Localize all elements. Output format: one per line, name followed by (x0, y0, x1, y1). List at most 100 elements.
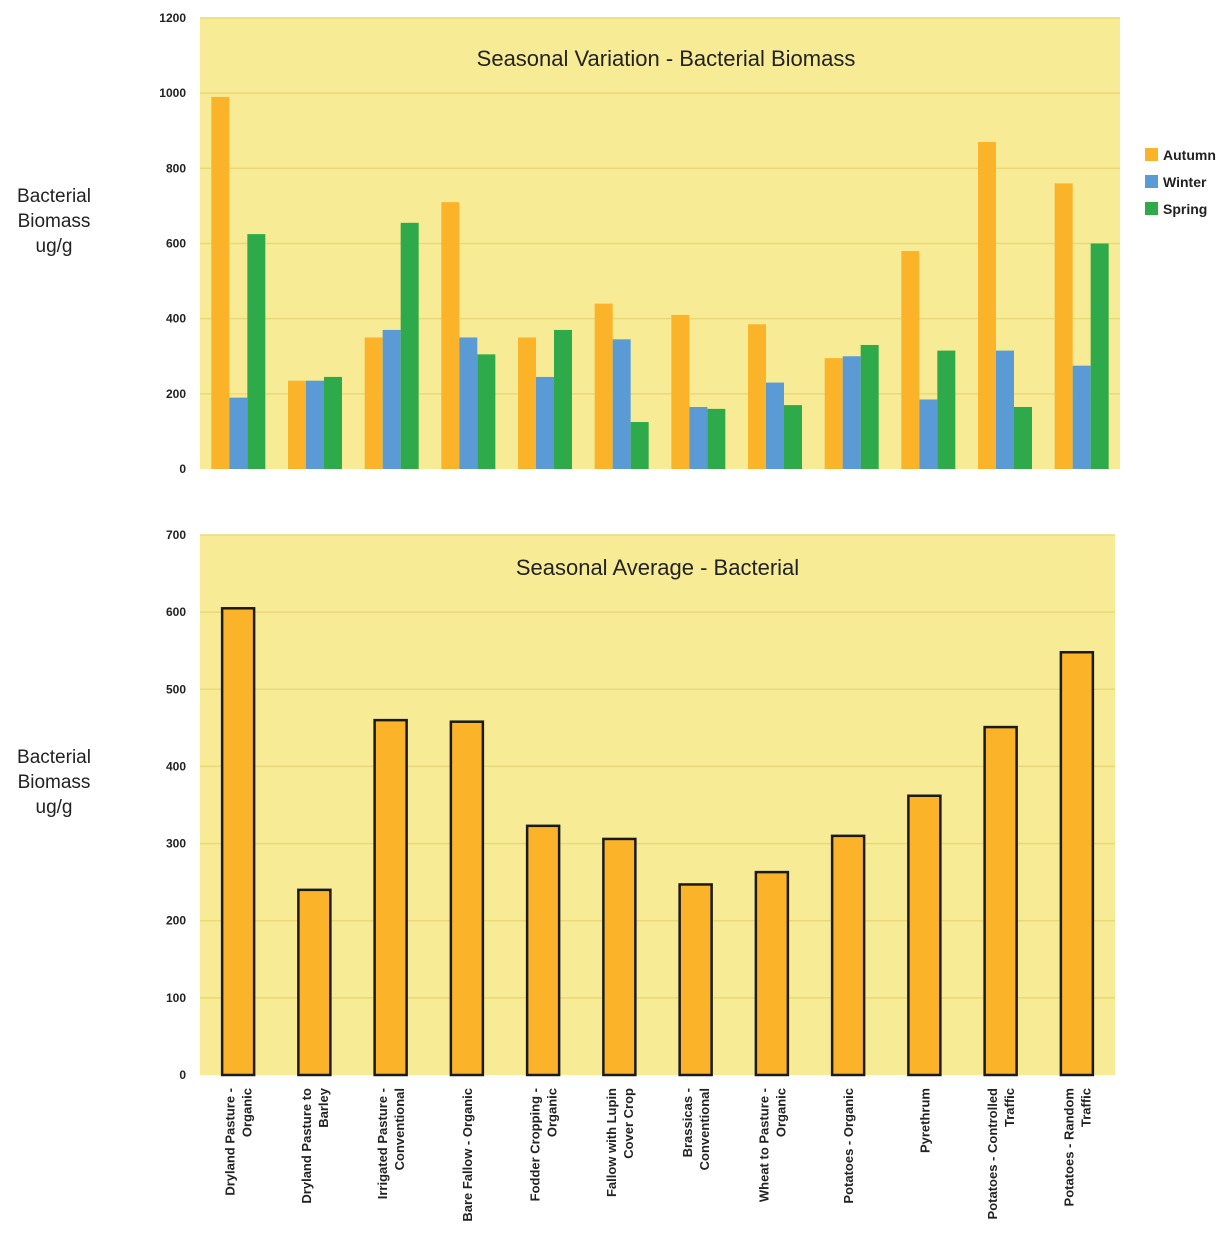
x-category-label: Conventional (697, 1088, 712, 1170)
bar (978, 142, 996, 469)
bar (937, 350, 956, 469)
bar (477, 354, 496, 469)
bar (1059, 651, 1095, 1077)
x-category-label: Organic (240, 1088, 255, 1137)
bar (678, 883, 713, 1077)
bar (229, 397, 248, 469)
bar (306, 380, 324, 469)
bar (297, 888, 332, 1077)
legend-swatch (1145, 175, 1158, 188)
legend-swatch (1145, 202, 1158, 215)
x-category-label: Barley (316, 1087, 331, 1128)
y-tick-label: 600 (166, 605, 186, 619)
bar (220, 607, 256, 1077)
y-tick-label: 1000 (159, 86, 186, 100)
bar (518, 337, 536, 469)
y-axis-label-line: ug/g (35, 236, 73, 257)
x-category-label: Irrigated Pasture - (375, 1088, 390, 1199)
legend-label: Autumn (1163, 147, 1216, 163)
x-category-label: Conventional (392, 1088, 407, 1170)
x-category-label: Traffic (1078, 1088, 1093, 1127)
y-tick-label: 300 (166, 837, 186, 851)
x-category-label: Organic (773, 1088, 788, 1137)
y-axis-label-line: Bacterial (17, 747, 91, 768)
bar (784, 405, 802, 469)
y-tick-label: 700 (166, 528, 186, 542)
x-category-label: Potatoes - Organic (841, 1088, 856, 1204)
plot-area (200, 535, 1115, 1075)
bar (919, 399, 938, 469)
y-tick-label: 0 (179, 462, 186, 476)
bar (211, 96, 230, 470)
chart-title: Seasonal Average - Bacterial (516, 555, 799, 580)
bar (630, 422, 649, 469)
bar (707, 408, 726, 469)
bar (602, 837, 637, 1077)
bar (754, 870, 790, 1077)
bar (671, 314, 690, 469)
bar (983, 725, 1018, 1077)
x-category-label: Dryland Pasture to (299, 1088, 314, 1204)
x-category-label: Bare Fallow - Organic (460, 1088, 475, 1222)
y-tick-label: 500 (166, 682, 186, 696)
x-category-label: Fallow with Lupin (604, 1088, 619, 1197)
x-category-label: Potatoes - Controlled (985, 1088, 1000, 1220)
bar (1090, 243, 1109, 469)
bar (382, 329, 401, 469)
legend-label: Winter (1163, 174, 1207, 190)
bar (842, 356, 861, 469)
x-category-label: Wheat to Pasture - (756, 1088, 771, 1202)
chart-title: Seasonal Variation - Bacterial Biomass (477, 46, 856, 71)
bar (1014, 406, 1032, 469)
y-tick-label: 200 (166, 914, 186, 928)
bar (860, 344, 879, 469)
bar (441, 202, 460, 470)
bar (901, 251, 920, 469)
bar (449, 720, 485, 1077)
bar (907, 794, 942, 1077)
y-tick-label: 200 (166, 387, 186, 401)
bar (830, 834, 866, 1077)
bar (400, 222, 419, 469)
bar (554, 329, 572, 469)
bar (536, 376, 554, 469)
y-tick-label: 400 (166, 759, 186, 773)
legend-label: Spring (1163, 201, 1207, 217)
x-category-label: Cover Crop (621, 1088, 636, 1159)
bar (996, 350, 1014, 469)
x-category-label: Brassicas - (680, 1088, 695, 1157)
bar (612, 339, 631, 469)
y-axis-label-line: Biomass (17, 772, 91, 793)
bar (766, 382, 784, 469)
bar (324, 376, 342, 469)
legend-swatch (1145, 148, 1158, 161)
x-category-label: Traffic (1002, 1088, 1017, 1127)
x-category-label: Pyrethrum (917, 1088, 932, 1153)
x-category-label: Potatoes - Random (1061, 1088, 1076, 1206)
bar (459, 337, 478, 469)
y-tick-label: 400 (166, 312, 186, 326)
y-tick-label: 100 (166, 991, 186, 1005)
bar (525, 824, 561, 1077)
y-axis-label-line: ug/g (35, 797, 73, 818)
bar (247, 234, 266, 469)
y-tick-label: 600 (166, 237, 186, 251)
y-tick-label: 1200 (159, 11, 186, 25)
bar (824, 358, 843, 469)
bar (364, 337, 383, 469)
bar (1054, 183, 1073, 469)
bar (594, 303, 613, 469)
bar (1072, 365, 1091, 469)
bottom-chart-y-axis-label: Bacterial Biomass ug/g (0, 745, 108, 820)
y-axis-label-line: Bacterial (17, 186, 91, 207)
y-axis-label-line: Biomass (17, 211, 91, 232)
bar (373, 718, 408, 1077)
y-tick-label: 0 (179, 1068, 186, 1082)
x-category-label: Dryland Pasture - (223, 1088, 238, 1196)
x-category-label: Organic (545, 1088, 560, 1137)
y-tick-label: 800 (166, 161, 186, 175)
bar (689, 406, 708, 469)
x-category-label: Fodder Cropping - (528, 1088, 543, 1201)
bar (748, 324, 766, 469)
